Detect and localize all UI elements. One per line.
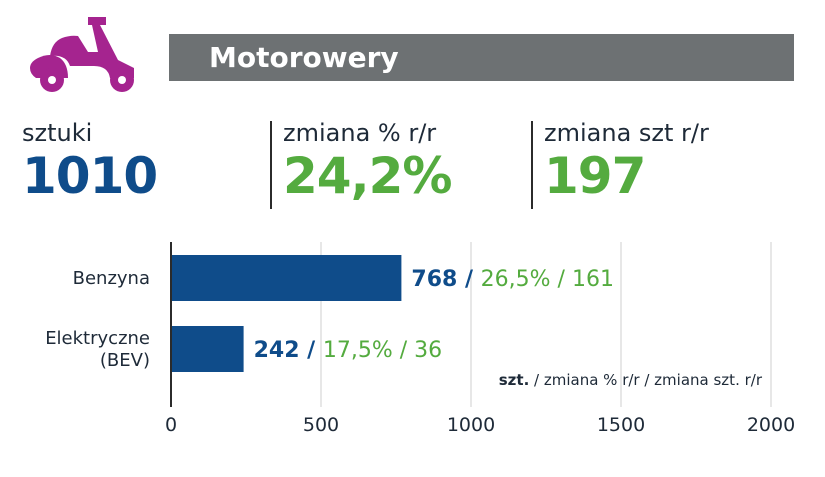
data-label-value: 768 /	[411, 267, 480, 292]
data-label-change: 26,5% / 161	[481, 267, 614, 292]
title-bar: Motorowery	[169, 34, 794, 81]
category-label: Benzyna	[73, 268, 150, 289]
data-label: 242 / 17,5% / 36	[254, 338, 443, 363]
legend-note: szt. / zmiana % r/r / zmiana szt. r/r	[499, 371, 763, 389]
stat-change-units: zmiana szt r/r 197	[544, 118, 709, 213]
data-label-change: 17,5% / 36	[323, 338, 442, 363]
stat-change-pct: zmiana % r/r 24,2%	[283, 118, 452, 213]
stat-change-units-label: zmiana szt r/r	[544, 119, 709, 147]
stat-change-pct-label: zmiana % r/r	[283, 119, 437, 147]
x-tick-label: 1000	[447, 414, 495, 436]
stat-units-value: 1010	[22, 147, 158, 205]
data-label-value: 242 /	[254, 338, 323, 363]
x-tick-label: 1500	[597, 414, 645, 436]
category-label: (BEV)	[100, 350, 150, 371]
x-tick-label: 500	[303, 414, 339, 436]
category-label: Elektryczne	[45, 328, 150, 349]
bar	[172, 255, 402, 301]
stat-units: sztuki 1010	[22, 118, 158, 213]
legend-note-rest: / zmiana % r/r / zmiana szt. r/r	[529, 371, 763, 389]
stat-units-label: sztuki	[22, 119, 93, 147]
stat-divider	[531, 121, 533, 209]
scooter-icon	[30, 17, 134, 92]
x-tick-label: 0	[165, 414, 177, 436]
stat-change-units-value: 197	[544, 147, 646, 205]
legend-note-bold: szt.	[499, 371, 530, 389]
x-tick-label: 2000	[747, 414, 795, 436]
stat-change-pct-value: 24,2%	[283, 147, 452, 205]
stat-divider	[270, 121, 272, 209]
bar	[172, 326, 244, 372]
bar-chart: 0 500 1000 1500 2000 Benzyna 768 / 26,5% / 161…	[45, 242, 795, 436]
data-label: 768 / 26,5% / 161	[411, 267, 614, 292]
page-title: Motorowery	[209, 41, 399, 74]
